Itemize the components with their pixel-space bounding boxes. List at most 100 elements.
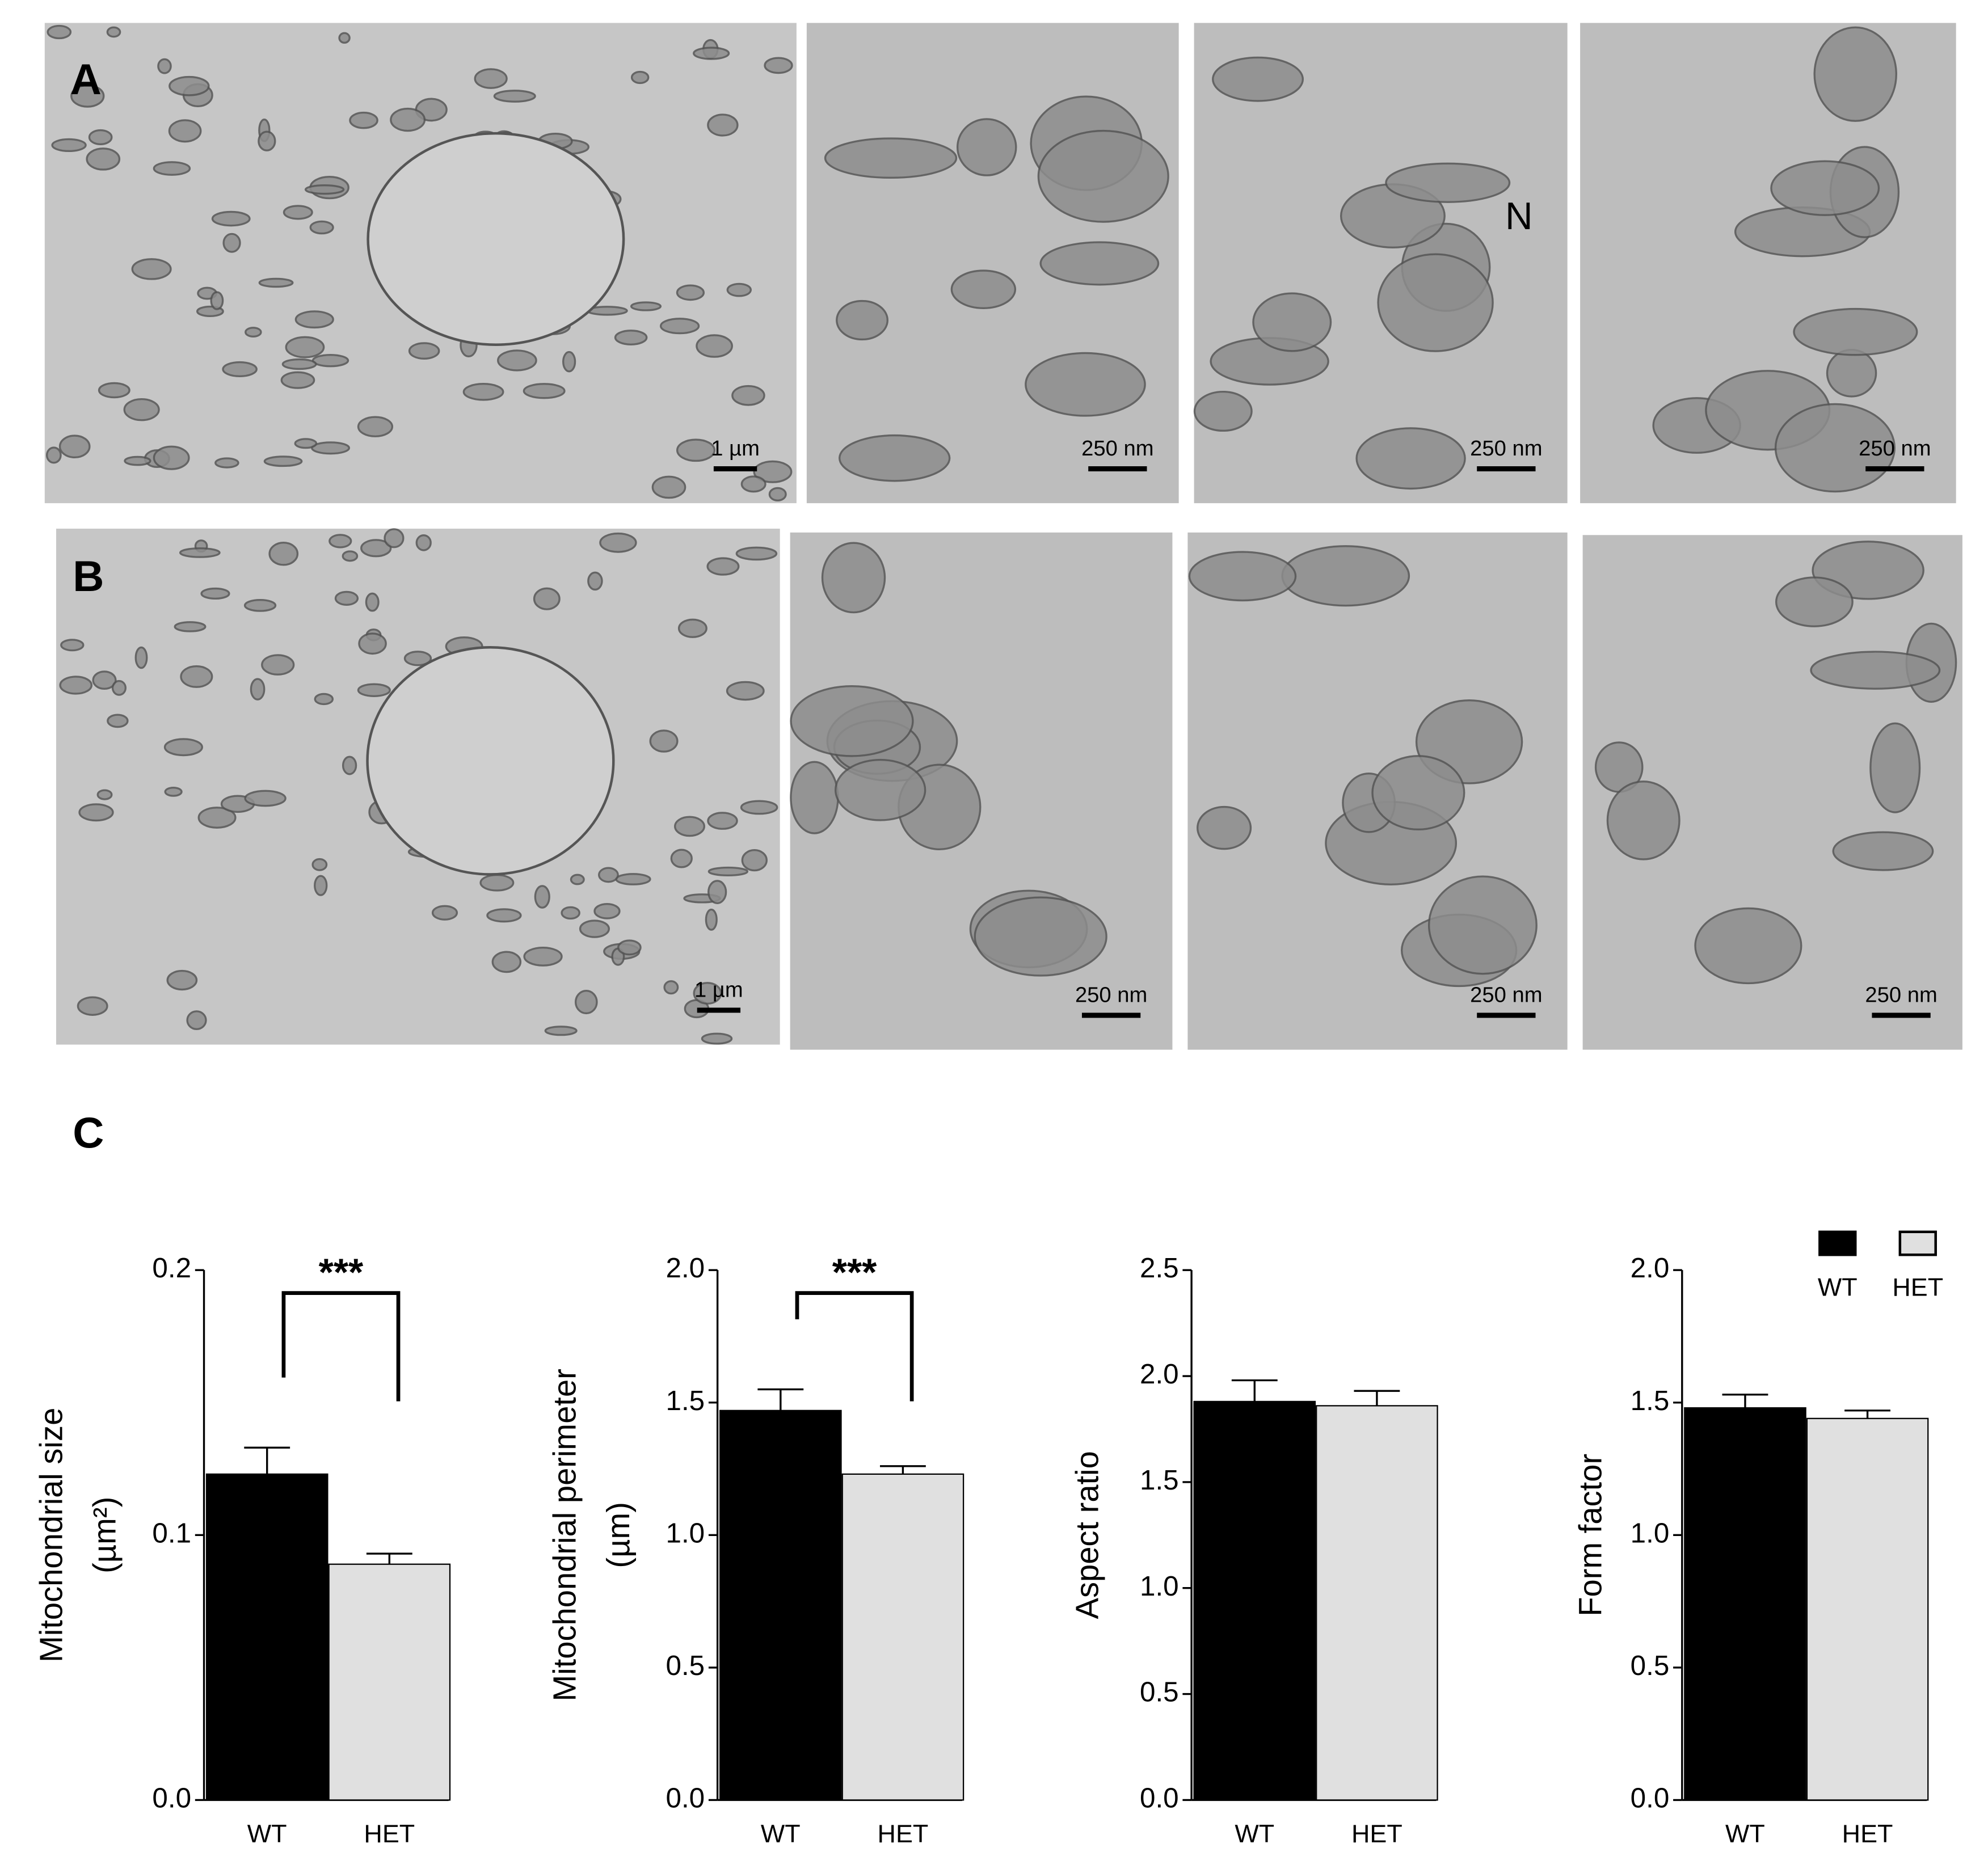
error-bar bbox=[366, 1552, 412, 1564]
organelle bbox=[200, 587, 230, 600]
organelle bbox=[741, 849, 768, 872]
organelle bbox=[696, 334, 733, 358]
organelle bbox=[358, 632, 387, 655]
organelle bbox=[824, 137, 958, 179]
bar bbox=[1684, 1407, 1806, 1801]
y-tick-label: 1.0 bbox=[1140, 1571, 1179, 1602]
organelle bbox=[47, 24, 72, 40]
y-tick-label: 0.5 bbox=[1140, 1677, 1179, 1708]
organelle bbox=[338, 32, 351, 44]
organelle bbox=[222, 361, 258, 377]
organelle bbox=[705, 908, 718, 931]
error-bar bbox=[244, 1446, 290, 1474]
y-axis-label: Mitochondrial size bbox=[33, 1408, 69, 1663]
organelle bbox=[1832, 831, 1934, 871]
organelle bbox=[1775, 576, 1854, 627]
scale-bar bbox=[713, 466, 757, 471]
legend-swatch bbox=[1898, 1230, 1937, 1256]
organelle bbox=[523, 946, 563, 967]
error-bar bbox=[1722, 1394, 1768, 1408]
y-tick-label: 1.5 bbox=[1140, 1465, 1179, 1496]
organelle bbox=[164, 787, 183, 797]
organelle bbox=[294, 438, 318, 449]
micrograph bbox=[1187, 532, 1568, 1050]
organelle bbox=[479, 874, 515, 892]
micrograph bbox=[1193, 23, 1568, 504]
micrograph bbox=[44, 23, 797, 504]
organelle bbox=[1281, 545, 1410, 607]
y-tick-label: 2.0 bbox=[1631, 1252, 1670, 1284]
organelle bbox=[294, 310, 334, 329]
scale-bar-label: 250 nm bbox=[1075, 982, 1147, 1007]
organelle bbox=[349, 111, 378, 129]
x-tick-label: WT bbox=[247, 1819, 287, 1848]
x-tick-label: HET bbox=[878, 1819, 929, 1848]
organelle bbox=[134, 646, 148, 669]
organelle bbox=[617, 939, 642, 956]
organelle bbox=[283, 205, 313, 220]
organelle bbox=[731, 385, 765, 406]
significance-label: *** bbox=[832, 1251, 877, 1294]
micrograph bbox=[1582, 535, 1962, 1050]
organelle bbox=[365, 592, 380, 612]
scale-bar-label: 250 nm bbox=[1865, 982, 1937, 1007]
organelle bbox=[493, 90, 536, 103]
scale-bar bbox=[697, 1007, 741, 1013]
organelle bbox=[58, 434, 91, 459]
x-tick-label: HET bbox=[1842, 1819, 1893, 1848]
scale-bar-label: 250 nm bbox=[1859, 436, 1931, 461]
organelle bbox=[261, 654, 295, 676]
organelle bbox=[534, 885, 550, 909]
organelle bbox=[1188, 551, 1297, 602]
organelle bbox=[726, 681, 765, 701]
organelle bbox=[88, 129, 113, 145]
organelle bbox=[1427, 875, 1538, 975]
organelle bbox=[834, 758, 926, 821]
organelle bbox=[157, 58, 172, 74]
y-tick-label: 0.0 bbox=[1140, 1783, 1179, 1814]
significance-bracket bbox=[281, 1291, 401, 1402]
y-tick-label: 0.0 bbox=[152, 1783, 191, 1814]
organelle bbox=[660, 318, 700, 335]
organelle bbox=[706, 557, 740, 576]
organelle bbox=[328, 534, 352, 548]
organelle bbox=[790, 685, 914, 757]
organelle bbox=[707, 812, 738, 830]
nucleus bbox=[366, 646, 615, 876]
organelle bbox=[179, 547, 221, 558]
organelle bbox=[726, 282, 752, 297]
nucleus-label: N bbox=[1505, 195, 1533, 238]
bar bbox=[1316, 1405, 1438, 1801]
error-bar bbox=[1844, 1410, 1890, 1419]
bar bbox=[1806, 1417, 1929, 1801]
organelle bbox=[587, 571, 603, 591]
y-axis-label: Mitochondrial perimeter bbox=[546, 1369, 582, 1701]
panel-label: A bbox=[70, 56, 102, 104]
organelle bbox=[342, 756, 357, 775]
organelle bbox=[123, 398, 160, 421]
y-tick-label: 0.5 bbox=[666, 1650, 705, 1681]
error-bar bbox=[1354, 1390, 1400, 1406]
organelle bbox=[263, 455, 303, 467]
organelle bbox=[1355, 427, 1466, 490]
organelle bbox=[574, 990, 598, 1015]
organelle bbox=[92, 670, 117, 690]
scale-bar-label: 250 nm bbox=[1470, 436, 1542, 461]
organelle bbox=[222, 233, 241, 253]
x-tick-label: HET bbox=[1351, 1819, 1402, 1848]
organelle bbox=[169, 75, 210, 96]
organelle bbox=[51, 138, 87, 153]
organelle bbox=[174, 621, 207, 632]
organelle bbox=[598, 867, 619, 883]
organelle bbox=[258, 130, 276, 151]
organelle bbox=[693, 982, 722, 1005]
micrograph bbox=[806, 23, 1179, 504]
organelle bbox=[1193, 390, 1253, 432]
scale-bar bbox=[1088, 466, 1147, 471]
y-tick-label: 1.5 bbox=[666, 1385, 705, 1416]
organelle bbox=[1694, 907, 1802, 985]
bar-chart: 0.0 0.5 1.0 1.5 2.0 2.5 Aspect ratio WT HET bbox=[1069, 1252, 1438, 1848]
organelle bbox=[836, 299, 888, 341]
x-tick-label: WT bbox=[1235, 1819, 1274, 1848]
